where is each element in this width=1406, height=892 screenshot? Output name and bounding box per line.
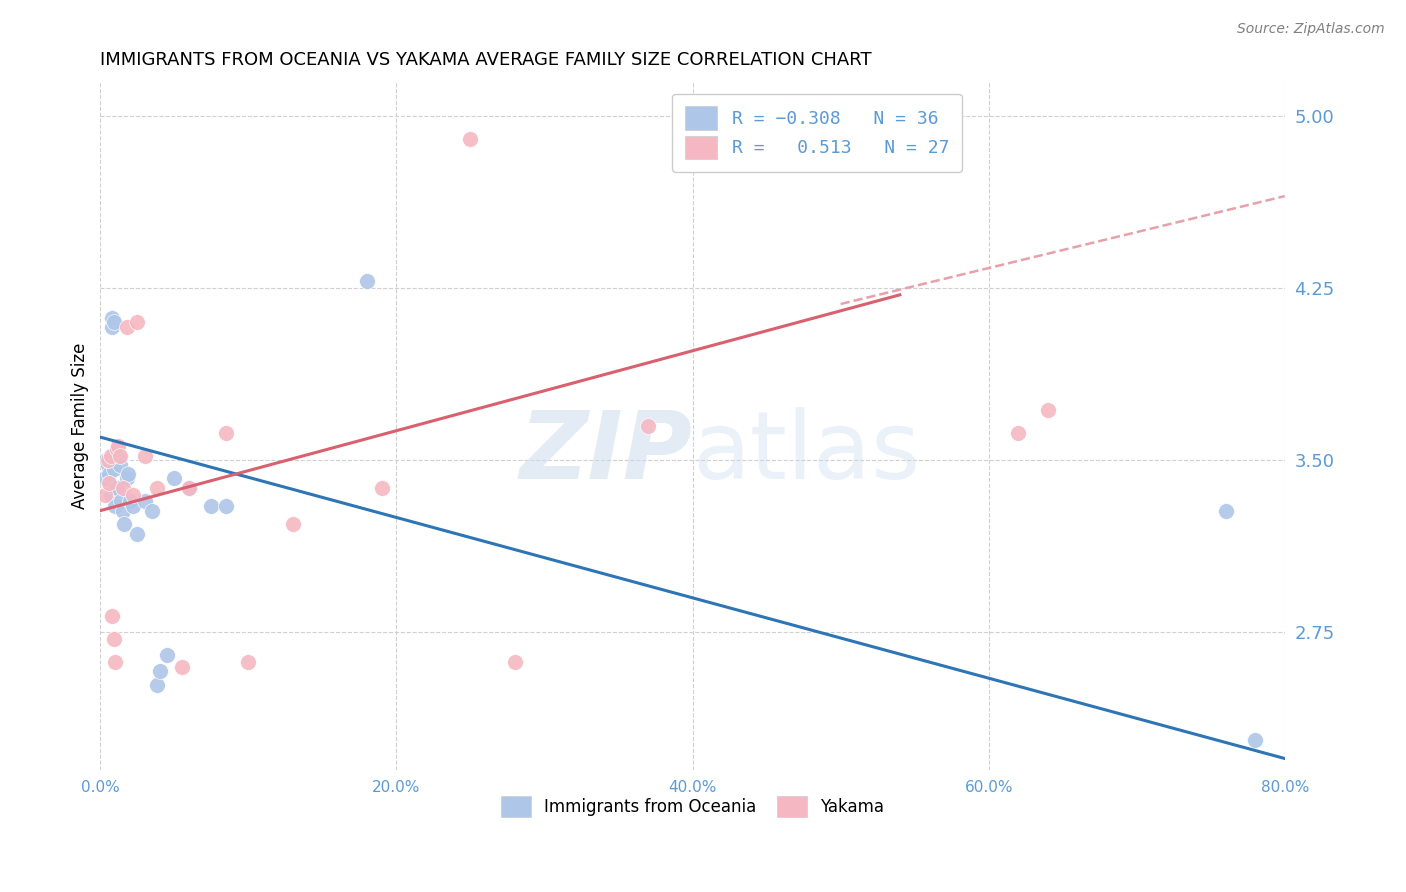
Point xyxy=(115,471,138,485)
Point xyxy=(127,315,149,329)
Point xyxy=(145,481,167,495)
Point xyxy=(156,648,179,663)
Point xyxy=(200,499,222,513)
Point xyxy=(111,503,134,517)
Point xyxy=(97,453,120,467)
Point xyxy=(98,467,121,481)
Point xyxy=(215,499,238,513)
Point xyxy=(97,458,120,472)
Point xyxy=(107,439,129,453)
Point xyxy=(1036,402,1059,417)
Point xyxy=(141,503,163,517)
Point xyxy=(101,310,124,325)
Point xyxy=(118,494,141,508)
Point xyxy=(637,418,659,433)
Point xyxy=(104,655,127,669)
Point xyxy=(148,665,170,679)
Legend: Immigrants from Oceania, Yakama: Immigrants from Oceania, Yakama xyxy=(495,789,890,823)
Point xyxy=(108,458,131,472)
Point xyxy=(1244,733,1267,747)
Point xyxy=(100,449,122,463)
Point xyxy=(370,481,392,495)
Text: atlas: atlas xyxy=(693,408,921,500)
Point xyxy=(281,517,304,532)
Point xyxy=(94,487,117,501)
Point xyxy=(238,655,260,669)
Point xyxy=(122,487,145,501)
Text: IMMIGRANTS FROM OCEANIA VS YAKAMA AVERAGE FAMILY SIZE CORRELATION CHART: IMMIGRANTS FROM OCEANIA VS YAKAMA AVERAG… xyxy=(100,51,872,69)
Point xyxy=(1215,503,1237,517)
Point xyxy=(105,481,128,495)
Point xyxy=(145,678,167,692)
Point xyxy=(170,659,193,673)
Point xyxy=(94,471,117,485)
Point xyxy=(100,487,122,501)
Point xyxy=(112,517,135,532)
Point xyxy=(101,609,124,624)
Point xyxy=(98,476,121,491)
Point xyxy=(110,494,132,508)
Point xyxy=(103,632,125,647)
Point xyxy=(460,132,482,146)
Point xyxy=(96,453,118,467)
Point xyxy=(103,315,125,329)
Point xyxy=(215,425,238,440)
Point xyxy=(134,449,156,463)
Point xyxy=(104,499,127,513)
Point xyxy=(179,481,201,495)
Text: Source: ZipAtlas.com: Source: ZipAtlas.com xyxy=(1237,22,1385,37)
Point xyxy=(115,320,138,334)
Point xyxy=(503,655,526,669)
Point xyxy=(111,481,134,495)
Point xyxy=(1007,425,1029,440)
Point xyxy=(356,274,378,288)
Y-axis label: Average Family Size: Average Family Size xyxy=(72,343,89,508)
Point xyxy=(134,494,156,508)
Point xyxy=(108,449,131,463)
Point xyxy=(107,449,129,463)
Point xyxy=(122,499,145,513)
Point xyxy=(127,526,149,541)
Point xyxy=(104,481,127,495)
Point xyxy=(100,449,122,463)
Point xyxy=(105,442,128,456)
Point xyxy=(98,453,121,467)
Point xyxy=(117,467,139,481)
Point xyxy=(101,320,124,334)
Text: ZIP: ZIP xyxy=(520,408,693,500)
Point xyxy=(179,481,201,495)
Point xyxy=(103,462,125,476)
Point xyxy=(163,471,186,485)
